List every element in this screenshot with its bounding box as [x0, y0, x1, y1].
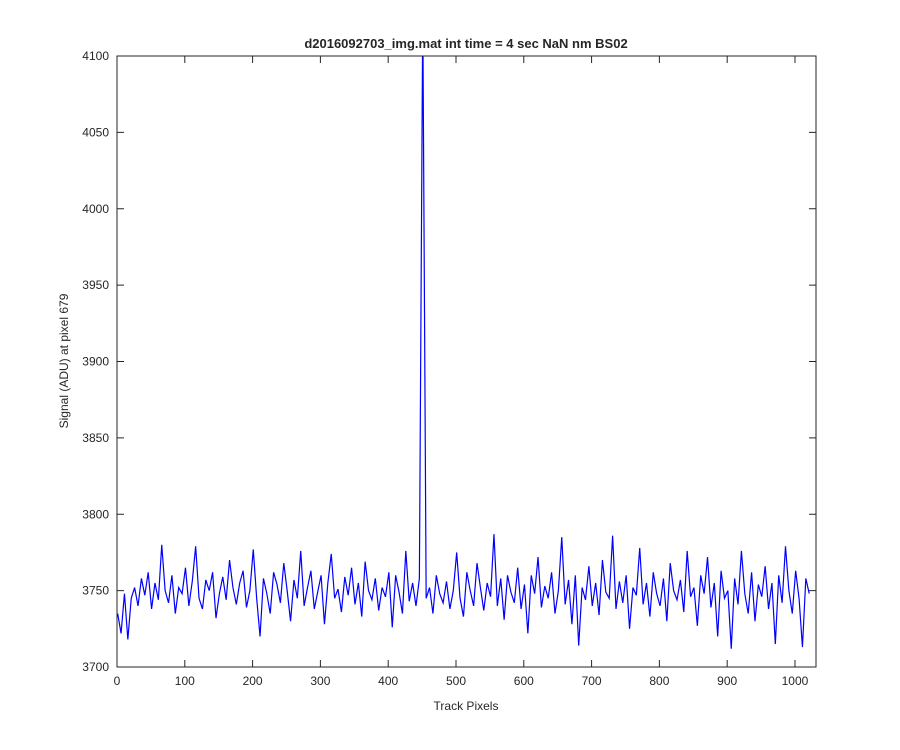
data-line [117, 56, 810, 649]
x-tick-label: 300 [310, 674, 330, 688]
y-tick-label: 3900 [82, 355, 109, 369]
x-tick-label: 100 [175, 674, 195, 688]
y-tick-label: 4100 [82, 49, 109, 63]
y-tick-label: 3750 [82, 584, 109, 598]
chart-title: d2016092703_img.mat int time = 4 sec NaN… [304, 36, 627, 51]
x-axis-label: Track Pixels [434, 699, 499, 713]
y-tick-label: 4050 [82, 125, 109, 139]
x-tick-label: 900 [717, 674, 737, 688]
x-tick-label: 200 [243, 674, 263, 688]
y-tick-label: 4000 [82, 202, 109, 216]
x-tick-label: 700 [582, 674, 602, 688]
y-tick-label: 3950 [82, 278, 109, 292]
y-axis-label: Signal (ADU) at pixel 679 [57, 293, 71, 428]
y-tick-label: 3800 [82, 507, 109, 521]
x-tick-label: 1000 [782, 674, 809, 688]
x-tick-label: 400 [378, 674, 398, 688]
x-tick-label: 800 [649, 674, 669, 688]
y-tick-label: 3700 [82, 660, 109, 674]
x-tick-label: 600 [514, 674, 534, 688]
x-tick-label: 500 [446, 674, 466, 688]
y-tick-label: 3850 [82, 431, 109, 445]
x-tick-label: 0 [114, 674, 121, 688]
